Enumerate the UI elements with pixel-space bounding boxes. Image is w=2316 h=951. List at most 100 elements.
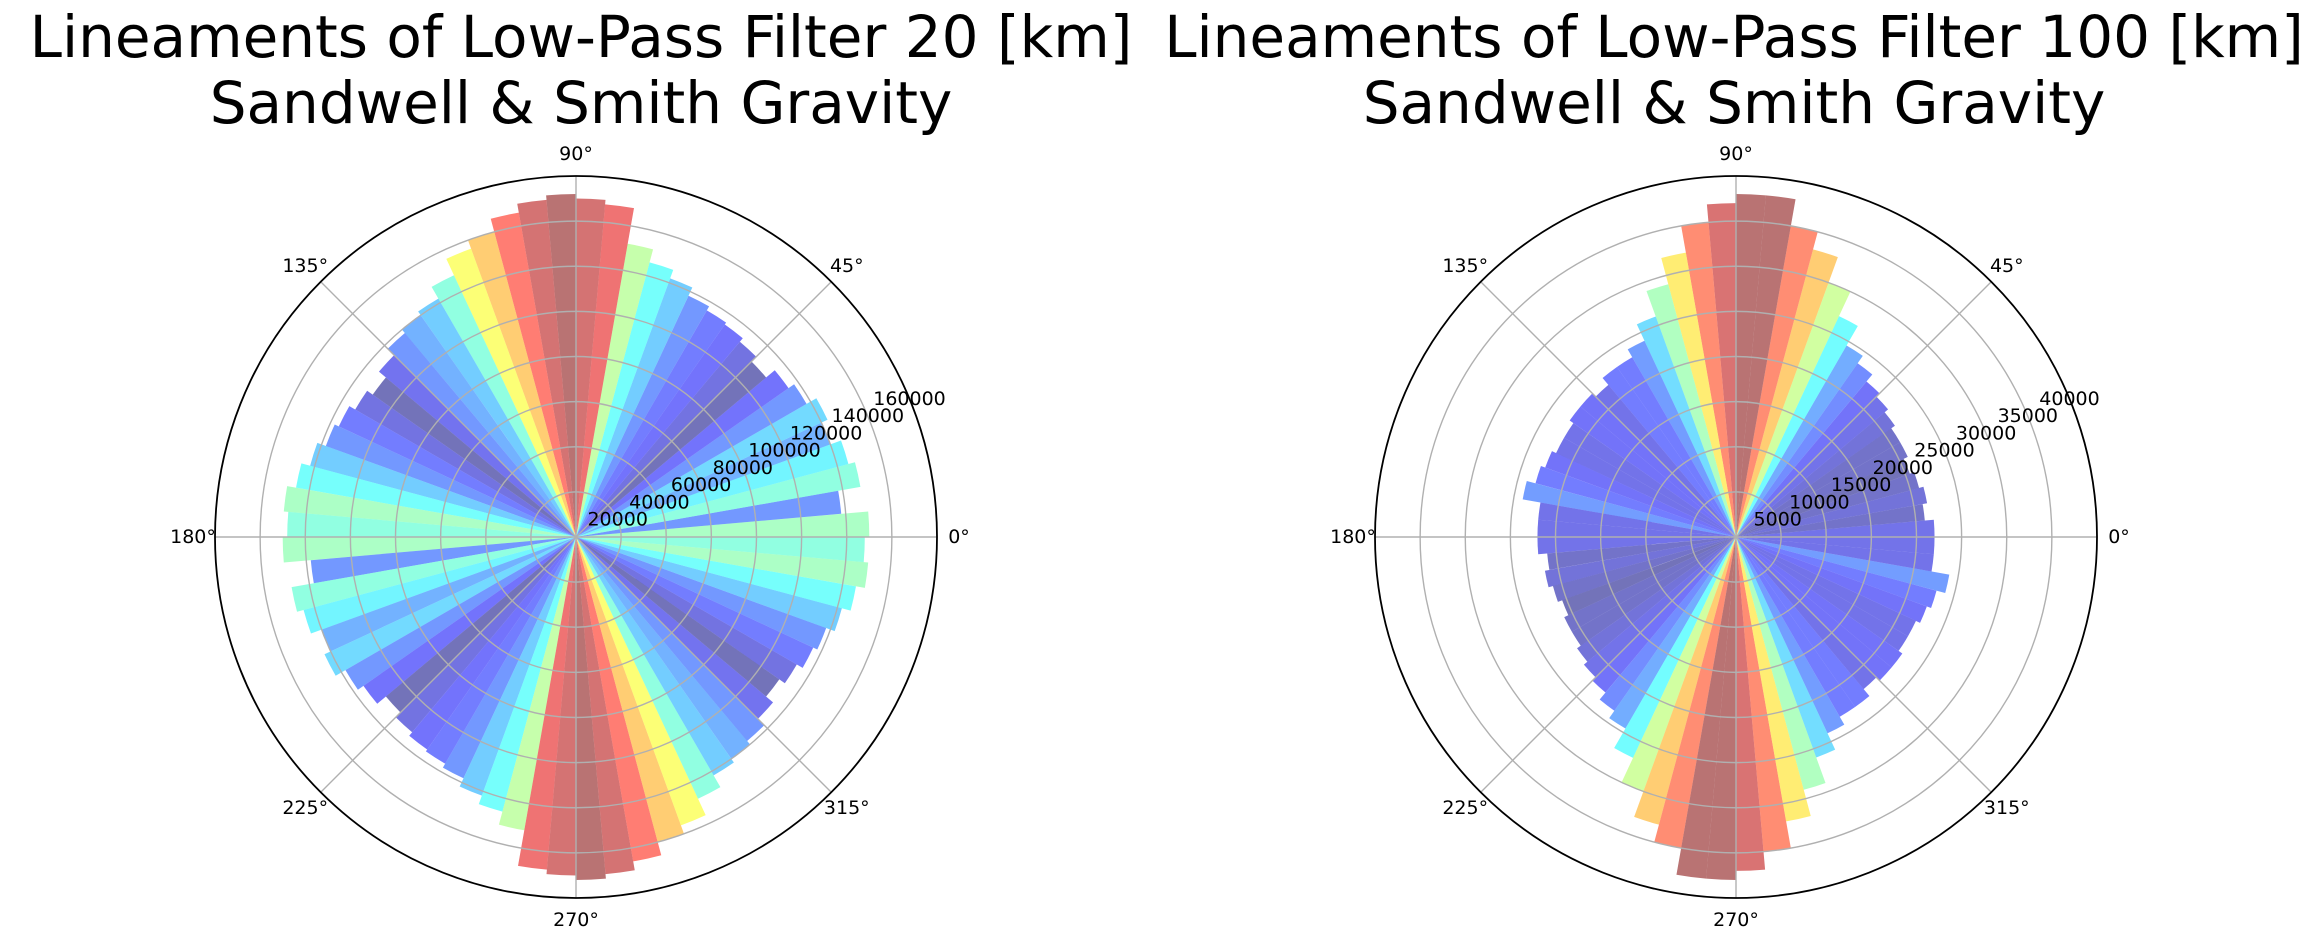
- r-tick-label: 15000: [1831, 474, 1891, 496]
- bar-70: [1736, 249, 1838, 537]
- bar-25: [1736, 442, 1908, 537]
- bar-40: [1736, 396, 1889, 537]
- bar-5: [1736, 504, 1925, 537]
- bar-55: [1736, 345, 1863, 537]
- bar-5: [576, 490, 842, 537]
- bar-135: [378, 355, 576, 537]
- bar-350: [1736, 537, 1934, 572]
- bars: [282, 194, 870, 880]
- bar-115: [1627, 340, 1736, 537]
- bar-130: [1595, 384, 1736, 537]
- bar-60: [576, 295, 710, 537]
- bar-270: [576, 537, 606, 880]
- bar-145: [355, 390, 576, 537]
- bar-190: [1544, 537, 1736, 588]
- bar-320: [576, 537, 780, 697]
- bar-265: [1706, 537, 1736, 880]
- bar-0: [576, 511, 870, 537]
- bar-250: [1634, 537, 1736, 825]
- bar-185: [310, 537, 576, 584]
- theta-gridline: [320, 281, 577, 538]
- polar-frame: [214, 175, 938, 899]
- theta-tick-label: 0°: [948, 526, 970, 548]
- bar-325: [576, 537, 797, 684]
- bar-40: [576, 361, 767, 537]
- bar-110: [446, 248, 576, 537]
- r-tick-label: 20000: [587, 509, 647, 531]
- bar-335: [1736, 537, 1927, 623]
- bar-20: [1736, 458, 1910, 537]
- bar-300: [576, 537, 734, 776]
- bars: [1522, 194, 1950, 880]
- bar-255: [1654, 537, 1736, 849]
- bar-50: [1736, 363, 1873, 537]
- bar-250: [478, 537, 576, 812]
- r-tick-label: 30000: [1956, 422, 2016, 444]
- bar-225: [1592, 537, 1736, 693]
- bar-295: [576, 537, 721, 799]
- theta-gridline: [575, 536, 832, 793]
- r-tick-label: 40000: [629, 492, 689, 514]
- bar-80: [1736, 195, 1796, 538]
- bar-275: [1736, 537, 1791, 852]
- bar-205: [324, 537, 576, 676]
- bar-25: [576, 398, 828, 537]
- bar-140: [1569, 406, 1736, 537]
- bar-345: [576, 537, 856, 611]
- theta-gridline: [1735, 536, 1992, 793]
- bar-140: [372, 377, 576, 537]
- bar-310: [1736, 537, 1877, 690]
- bar-225: [395, 537, 576, 733]
- theta-tick-label: 45°: [1990, 255, 2024, 277]
- bar-80: [576, 204, 634, 537]
- r-tick-label: 140000: [832, 405, 905, 427]
- bar-210: [1571, 537, 1736, 646]
- bar-20: [576, 422, 831, 537]
- bar-85: [1736, 194, 1766, 538]
- bar-65: [1736, 282, 1851, 537]
- bar-105: [1646, 284, 1736, 537]
- bar-330: [1736, 537, 1916, 637]
- theta-tick-label: 315°: [824, 797, 870, 819]
- bar-295: [1736, 537, 1845, 734]
- bar-325: [1736, 537, 1908, 651]
- r-tick-label: 5000: [1754, 509, 1802, 531]
- bar-285: [1736, 537, 1826, 790]
- bar-115: [431, 275, 576, 537]
- bar-165: [1522, 480, 1736, 537]
- bar-195: [303, 537, 576, 634]
- bar-355: [1736, 537, 1935, 555]
- bar-245: [459, 537, 576, 796]
- bar-135: [1580, 393, 1736, 537]
- bar-155: [325, 424, 576, 537]
- r-tick-label: 10000: [1789, 492, 1849, 514]
- bar-35: [1736, 412, 1895, 537]
- theta-tick-label: 90°: [559, 143, 593, 165]
- bar-310: [576, 537, 765, 741]
- bar-240: [1614, 537, 1736, 758]
- bar-145: [1564, 423, 1736, 537]
- bar-150: [1556, 437, 1736, 537]
- bar-90: [546, 194, 576, 538]
- bar-280: [576, 537, 662, 862]
- bar-95: [1681, 222, 1736, 537]
- theta-gridline: [1480, 536, 1737, 793]
- bar-100: [1661, 252, 1736, 537]
- theta-tick-label: 270°: [553, 909, 599, 931]
- theta-tick-label: 45°: [830, 255, 864, 277]
- bar-160: [310, 442, 576, 537]
- bar-215: [1577, 537, 1736, 662]
- theta-tick-label: 135°: [1442, 255, 1488, 277]
- bar-270: [1736, 537, 1766, 871]
- bar-260: [1676, 537, 1736, 879]
- bar-120: [418, 298, 576, 537]
- theta-tick-label: 180°: [170, 526, 216, 548]
- r-tick-label: 60000: [671, 474, 731, 496]
- bar-170: [283, 486, 576, 537]
- bar-155: [1545, 451, 1736, 537]
- bar-185: [1547, 537, 1736, 570]
- bar-60: [1736, 316, 1858, 537]
- r-tick-label: 40000: [2039, 388, 2099, 410]
- bar-85: [576, 198, 606, 537]
